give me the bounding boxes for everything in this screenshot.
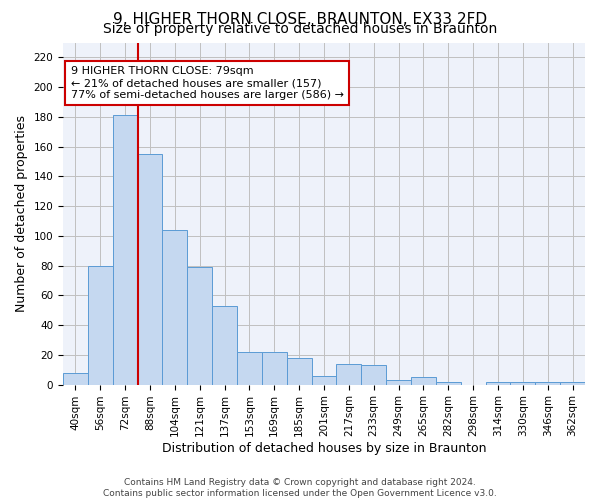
Bar <box>262 352 287 384</box>
Bar <box>436 382 461 384</box>
Bar <box>361 366 386 384</box>
Bar <box>212 306 237 384</box>
Text: 9, HIGHER THORN CLOSE, BRAUNTON, EX33 2FD: 9, HIGHER THORN CLOSE, BRAUNTON, EX33 2F… <box>113 12 487 26</box>
Bar <box>311 376 337 384</box>
Text: 9 HIGHER THORN CLOSE: 79sqm
← 21% of detached houses are smaller (157)
77% of se: 9 HIGHER THORN CLOSE: 79sqm ← 21% of det… <box>71 66 344 100</box>
X-axis label: Distribution of detached houses by size in Braunton: Distribution of detached houses by size … <box>162 442 486 455</box>
Bar <box>163 230 187 384</box>
Bar <box>485 382 511 384</box>
Bar <box>411 377 436 384</box>
Bar <box>386 380 411 384</box>
Text: Size of property relative to detached houses in Braunton: Size of property relative to detached ho… <box>103 22 497 36</box>
Bar <box>337 364 361 384</box>
Bar <box>137 154 163 384</box>
Bar <box>88 266 113 384</box>
Bar <box>535 382 560 384</box>
Bar <box>511 382 535 384</box>
Bar <box>187 267 212 384</box>
Text: Contains HM Land Registry data © Crown copyright and database right 2024.
Contai: Contains HM Land Registry data © Crown c… <box>103 478 497 498</box>
Bar <box>287 358 311 384</box>
Bar <box>113 116 137 384</box>
Y-axis label: Number of detached properties: Number of detached properties <box>15 115 28 312</box>
Bar <box>560 382 585 384</box>
Bar <box>63 372 88 384</box>
Bar <box>237 352 262 384</box>
